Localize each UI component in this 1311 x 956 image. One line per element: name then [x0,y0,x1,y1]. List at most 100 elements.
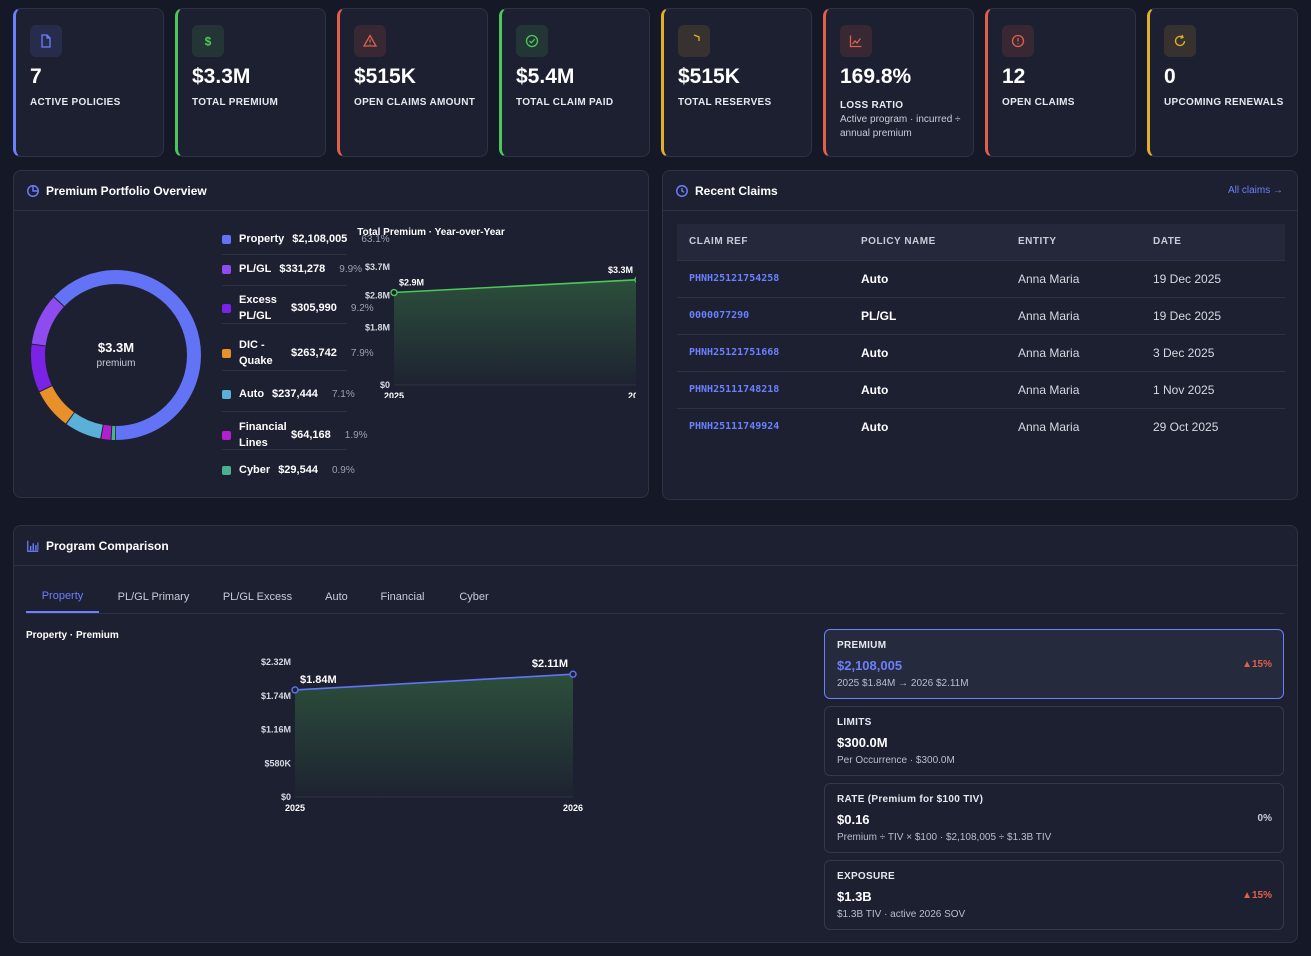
data-point[interactable] [569,670,577,678]
stat-card[interactable]: 12 OPEN CLAIMS [985,8,1136,157]
legend-name: Financial Lines [239,421,287,449]
legend-item[interactable]: Cyber $29,544 0.9% [222,462,355,478]
y-tick-label: $1.16M [261,725,291,735]
stat-value: $515K [354,65,416,88]
table-row[interactable]: PHNH25111748218 Auto Anna Maria 1 Nov 2025 [677,370,1285,408]
stat-card[interactable]: 169.8% LOSS RATIO Active program · incurre… [823,8,974,157]
claims-title: Recent Claims [695,183,778,198]
claim-ref-link[interactable]: PHNH25121754258 [677,259,849,297]
refresh-icon [1174,34,1186,47]
comparison-header: Program Comparison [14,526,1297,566]
legend-item[interactable]: Property $2,108,005 63.1% [222,231,390,247]
legend-item[interactable]: PL/GL $331,278 9.9% [222,261,362,277]
data-point[interactable] [634,276,636,283]
metric-card[interactable]: EXPOSURE $1.3B $1.3B TIV · active 2026 SOV… [824,860,1284,930]
stat-card[interactable]: $515K TOTAL RESERVES [661,8,812,157]
legend-item[interactable]: Financial Lines $64,168 1.9% [222,419,368,451]
tab-financial[interactable]: Financial [380,590,425,603]
stat-card[interactable]: 7 ACTIVE POLICIES [13,8,164,157]
stat-value: $515K [678,65,740,88]
column-header[interactable]: ENTITY [1006,224,1141,260]
legend-percent: 63.1% [361,233,390,245]
stat-value: 7 [30,65,42,88]
legend-name: Excess PL/GL [239,294,277,322]
legend-swatch [222,430,231,440]
stat-card[interactable]: $515K OPEN CLAIMS AMOUNT [337,8,488,157]
stat-card[interactable]: $5.4M TOTAL CLAIM PAID [499,8,650,157]
claims-table: CLAIM REF POLICY NAME ENTITY DATE PHNH25121… [677,224,1285,445]
policy-name: Auto [849,259,1006,297]
legend-percent: 9.9% [339,263,363,275]
stat-icon-box [678,25,710,57]
policy-name: Auto [849,333,1006,371]
column-header[interactable]: POLICY NAME [849,224,1006,260]
stat-card[interactable]: $ $3.3M TOTAL PREMIUM [175,8,326,157]
entity-name: Anna Maria [1006,296,1141,334]
donut-slice[interactable] [31,270,201,440]
claim-ref-link[interactable]: PHNH25121751668 [677,333,849,371]
y-tick-label: $2.32M [261,657,291,667]
data-point[interactable] [390,288,398,297]
tab-auto[interactable]: Auto [325,590,348,603]
entity-name: Anna Maria [1006,407,1141,445]
legend-amount: $263,742 [291,347,337,359]
metric-value: $1.3B [837,889,872,904]
portfolio-title: Premium Portfolio Overview [46,183,207,198]
metric-change: ▲15% [1242,890,1272,901]
policy-name: PL/GL [849,296,1006,334]
table-row[interactable]: PHNH25121751668 Auto Anna Maria 3 Dec 2025 [677,333,1285,371]
data-point[interactable] [291,686,299,694]
tab-cyber[interactable]: Cyber [459,590,489,603]
legend-divider [222,322,347,324]
comparison-title: Program Comparison [46,538,169,553]
metric-value: $2,108,005 [837,658,903,673]
metric-card[interactable]: LIMITS $300.0M Per Occurrence · $300.0M [824,706,1284,776]
legend-amount: $64,168 [291,429,331,441]
legend-item[interactable]: Excess PL/GL $305,990 9.2% [222,292,374,324]
legend-divider [222,254,347,255]
check-circle-icon [525,34,539,48]
pie-chart-icon [27,184,39,197]
shield-icon [693,34,700,41]
stat-icon-box [1002,25,1034,57]
donut-slice[interactable] [31,270,201,440]
metric-card[interactable]: RATE (Premium for $100 TIV) $0.16 Premium … [824,783,1284,853]
warning-icon [362,34,378,47]
stat-label: TOTAL CLAIM PAID [516,97,614,108]
claim-ref-link[interactable]: 0000077290 [677,296,849,334]
claim-ref-link[interactable]: PHNH25111749924 [677,407,849,445]
svg-text:$: $ [205,35,212,49]
legend-item[interactable]: Auto $237,444 7.1% [222,386,355,402]
column-header[interactable]: DATE [1141,224,1285,260]
metric-card[interactable]: PREMIUM $2,108,005 2025 $1.84M → 2026 $2.1… [824,629,1284,699]
legend-name: PL/GL [239,263,272,275]
legend-swatch [222,303,231,313]
entity-name: Anna Maria [1006,259,1141,297]
tab-underline-divider [26,613,1284,614]
tab-property[interactable]: Property [26,580,99,613]
table-row[interactable]: PHNH25121754258 Auto Anna Maria 19 Dec 2025 [677,259,1285,297]
tab-pl-gl-excess[interactable]: PL/GL Excess [222,590,293,603]
donut-center-value: $3.3M [98,340,134,355]
legend-divider [222,284,347,286]
all-claims-link[interactable]: All claims → [1227,185,1283,196]
legend-swatch [222,389,231,399]
table-row[interactable]: PHNH25111749924 Auto Anna Maria 29 Oct 2025 [677,407,1285,445]
legend-swatch [222,348,231,358]
claim-ref-link[interactable]: PHNH25111748218 [677,370,849,408]
legend-amount: $237,444 [272,388,318,400]
claims-header: Recent Claims All claims → [663,171,1297,211]
stat-label: ACTIVE POLICIES [30,97,121,108]
tab-pl-gl-primary[interactable]: PL/GL Primary [117,590,190,603]
column-header[interactable]: CLAIM REF [677,224,849,260]
table-row[interactable]: 0000077290 PL/GL Anna Maria 19 Dec 2025 [677,296,1285,334]
legend-swatch [222,465,231,475]
legend-item[interactable]: DIC - Quake $263,742 7.9% [222,337,374,369]
metric-title: EXPOSURE [837,871,895,882]
claim-date: 3 Dec 2025 [1141,333,1285,371]
data-label: $2.9M [399,278,424,288]
stat-icon-box [516,25,548,57]
legend-name: DIC - Quake [239,339,273,367]
portfolio-header: Premium Portfolio Overview [14,171,648,211]
stat-card[interactable]: 0 UPCOMING RENEWALS [1147,8,1298,157]
